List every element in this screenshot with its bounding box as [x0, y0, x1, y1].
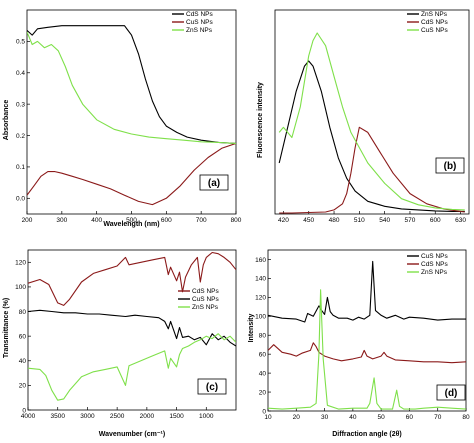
y-axis-label: Intensity: [248, 314, 255, 343]
plot-frame-3: [27, 249, 237, 411]
panel-label: (c): [206, 382, 218, 393]
series-line-zns-nps: [278, 60, 465, 212]
x-tick-label: 1000: [199, 413, 214, 420]
y-tick-label: 100: [15, 284, 26, 291]
panel-label: (b): [444, 161, 457, 172]
y-tick-label: 20: [259, 389, 267, 396]
series-line-cds-nps: [279, 126, 465, 214]
series-line-cus-nps: [278, 32, 465, 211]
y-tick-label: 0.5: [16, 39, 25, 46]
y-axis-label: Transmittance (%): [3, 298, 10, 358]
legend-label: CuS NPs: [421, 27, 448, 34]
y-tick-label: 60: [259, 351, 267, 358]
panel-label-box: [435, 157, 465, 174]
legend-label: CuS NPs: [421, 253, 448, 260]
y-tick-label: 0.3: [16, 101, 25, 108]
x-tick-label: 630: [455, 217, 466, 224]
x-tick-label: 3000: [80, 413, 95, 420]
legend-label: ZnS NPs: [421, 11, 448, 18]
x-tick-label: 20: [293, 414, 301, 421]
y-tick-label: 40: [259, 370, 267, 377]
legend-label: CuS NPs: [186, 19, 213, 26]
panel-label: (a): [208, 178, 220, 189]
panel-label-box: [197, 378, 227, 395]
x-axis-label: Diffraction angle (2θ): [332, 431, 402, 438]
x-tick-label: 700: [196, 217, 207, 224]
legend-label: CdS NPs: [186, 11, 213, 18]
series-line-cus-nps: [27, 142, 236, 206]
series-line-cus-nps: [28, 309, 236, 347]
x-tick-label: 300: [56, 217, 67, 224]
legend-label: ZnS NPs: [192, 304, 219, 311]
legend-label: CdS NPs: [421, 19, 448, 26]
y-tick-label: 0.1: [16, 164, 25, 171]
y-axis-label: Fluorescence intensity: [257, 82, 264, 158]
y-tick-label: 160: [255, 257, 266, 264]
series-line-zns-nps: [27, 31, 236, 144]
series-line-cus-nps: [268, 260, 466, 323]
x-tick-label: 600: [161, 217, 172, 224]
y-tick-label: 0.2: [16, 133, 25, 140]
y-tick-label: 0.4: [16, 70, 25, 77]
x-tick-label: 2000: [140, 413, 155, 420]
series-line-zns-nps: [268, 289, 466, 410]
series-line-cds-nps: [28, 251, 236, 306]
series-line-cds-nps: [268, 342, 466, 364]
y-axis-label: Absorbance: [3, 100, 10, 141]
x-tick-label: 30: [321, 414, 329, 421]
y-tick-label: 140: [255, 276, 266, 283]
x-tick-label: 50: [378, 414, 386, 421]
legend-label: CuS NPs: [192, 296, 219, 303]
x-tick-label: 40: [349, 414, 357, 421]
x-tick-label: 450: [303, 217, 314, 224]
x-tick-label: 570: [405, 217, 416, 224]
legend-label: ZnS NPs: [421, 269, 448, 276]
x-tick-label: 70: [434, 414, 442, 421]
x-tick-label: 510: [354, 217, 365, 224]
panel-label-box: [436, 384, 466, 401]
panel-label-box: [199, 174, 229, 191]
y-tick-label: 120: [255, 295, 266, 302]
x-tick-label: 2500: [110, 413, 125, 420]
plot-frame-2: [274, 9, 470, 215]
y-tick-label: 80: [19, 309, 27, 316]
y-tick-label: 100: [255, 314, 266, 321]
y-tick-label: 120: [15, 260, 26, 267]
x-tick-label: 1500: [169, 413, 184, 420]
x-tick-label: 80: [462, 414, 470, 421]
x-axis-label: Wavelength (nm): [103, 221, 159, 228]
legend-label: ZnS NPs: [186, 27, 213, 34]
x-tick-label: 600: [430, 217, 441, 224]
x-tick-label: 200: [22, 217, 33, 224]
y-tick-label: 40: [19, 358, 27, 365]
x-tick-label: 540: [379, 217, 390, 224]
series-line-cds-nps: [27, 25, 236, 144]
y-tick-label: 0: [22, 407, 26, 414]
x-tick-label: 400: [91, 217, 102, 224]
x-tick-label: 10: [264, 414, 272, 421]
x-tick-label: 60: [406, 414, 414, 421]
series-line-zns-nps: [28, 333, 236, 401]
x-tick-label: 800: [231, 217, 242, 224]
panel-label: (d): [445, 388, 458, 399]
y-tick-label: 0: [262, 408, 266, 415]
y-tick-label: 60: [19, 333, 27, 340]
legend-label: CdS NPs: [421, 261, 448, 268]
x-tick-label: 480: [329, 217, 340, 224]
plot-frame-4: [267, 249, 467, 412]
x-tick-label: 4000: [21, 413, 36, 420]
x-tick-label: 420: [278, 217, 289, 224]
y-tick-label: 20: [19, 383, 27, 390]
x-tick-label: 500: [126, 217, 137, 224]
x-tick-label: 3500: [50, 413, 65, 420]
y-tick-label: 0.0: [16, 196, 25, 203]
legend-label: CdS NPs: [192, 288, 219, 295]
y-tick-label: 80: [259, 333, 267, 340]
x-axis-label: Wavenumber (cm⁻¹): [99, 431, 165, 438]
